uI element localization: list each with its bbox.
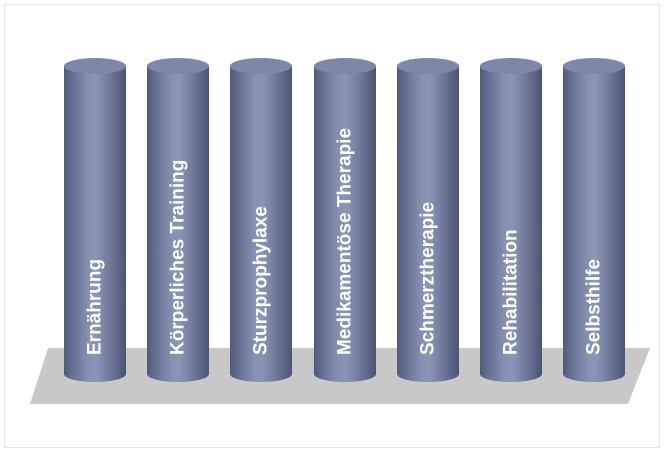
pillar-body [314,66,376,374]
pillar-top-cap [397,58,459,74]
pillar-top-cap [230,58,292,74]
pillar-top-cap [147,58,209,74]
pillar-body [480,66,542,374]
pillar-schmerztherapie: Schmerztherapie [397,58,459,382]
pillar-body [397,66,459,374]
pillar-label-rehabilitation: Rehabilitation [500,229,522,355]
pillar-sturzprophylaxe: Sturzprophylaxe [230,58,292,382]
pillar-top-cap [64,58,126,74]
pillar-body [230,66,292,374]
pillar-top-cap [480,58,542,74]
pillar-label-schmerztherapie: Schmerztherapie [417,201,439,355]
pillar-label-sturzprophylaxe: Sturzprophylaxe [250,206,272,355]
pillar-top-cap [314,58,376,74]
pillar-koerperliches-training: Körperliches Training [147,58,209,382]
pillar-medikamentoese-therapie: Medikamentöse Therapie [314,58,376,382]
pillar-ernaehrung: Ernährung [64,58,126,382]
pillar-top-cap [563,58,625,74]
pillar-label-selbsthilfe: Selbsthilfe [583,258,605,355]
diagram-frame [4,4,660,448]
pillar-label-medikamentoese-therapie: Medikamentöse Therapie [334,127,356,355]
pillar-label-ernaehrung: Ernährung [84,258,106,355]
pillar-rehabilitation: Rehabilitation [480,58,542,382]
pillar-body [64,66,126,374]
pillar-body [147,66,209,374]
pillar-selbsthilfe: Selbsthilfe [563,58,625,382]
pillar-body [563,66,625,374]
pillar-label-koerperliches-training: Körperliches Training [167,159,189,355]
